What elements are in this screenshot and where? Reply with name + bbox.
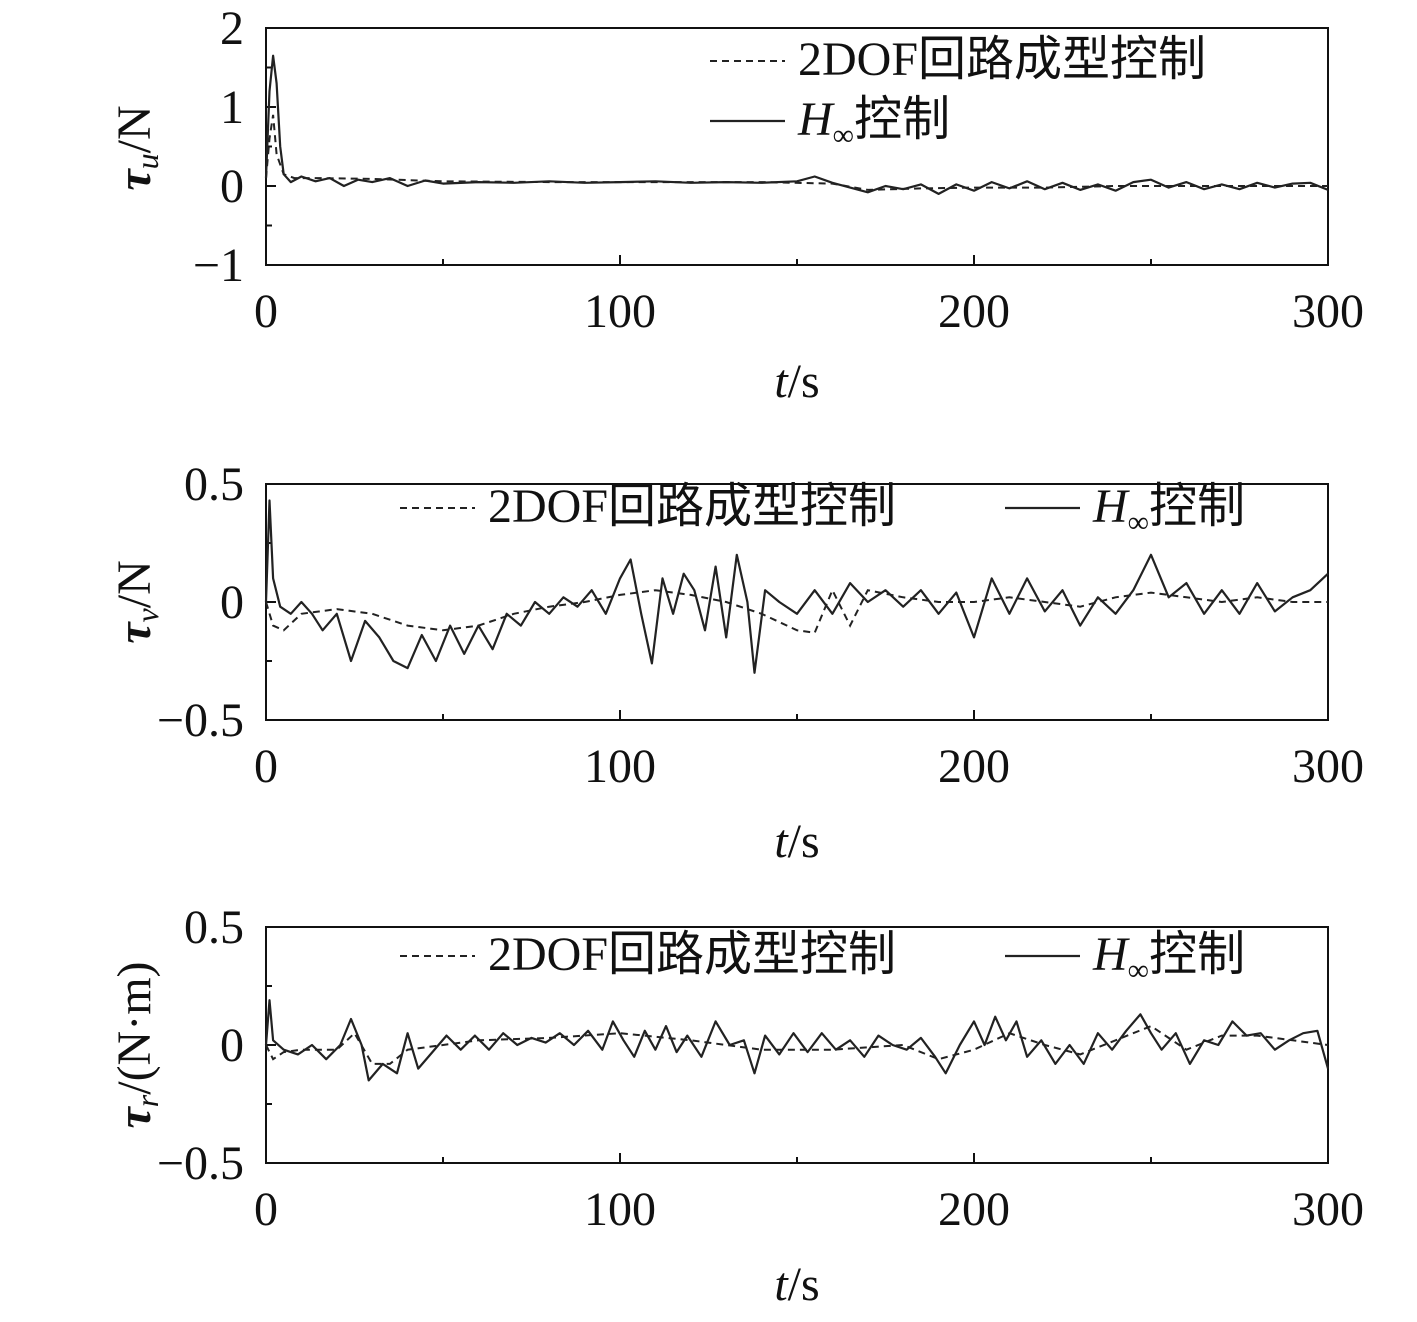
x-tick-label: 200 bbox=[938, 740, 1010, 793]
series-line-hinf bbox=[264, 54, 1329, 195]
x-tick-label: 100 bbox=[584, 740, 656, 793]
x-axis-label: t/s bbox=[774, 1258, 819, 1311]
x-tick-label: 0 bbox=[254, 1183, 278, 1236]
y-tick-label: −0.5 bbox=[157, 1137, 244, 1190]
y-tick-label: −1 bbox=[193, 239, 244, 292]
x-tick-label: 200 bbox=[938, 285, 1010, 338]
legend-label-2dof: 2DOF回路成型控制 bbox=[488, 480, 896, 533]
y-tick-label: 1 bbox=[220, 81, 244, 134]
y-axis-label: τu/N bbox=[108, 105, 165, 190]
legend: 2DOF回路成型控制 H∞控制 bbox=[710, 33, 1206, 152]
x-tick-label: 0 bbox=[254, 285, 278, 338]
y-axis-label: τv/N bbox=[108, 560, 165, 644]
legend-label-2dof: 2DOF回路成型控制 bbox=[488, 928, 896, 981]
x-tick-label: 200 bbox=[938, 1183, 1010, 1236]
x-tick-label: 300 bbox=[1292, 740, 1364, 793]
series-line-2dof bbox=[265, 1024, 1329, 1065]
series-line-hinf bbox=[264, 999, 1330, 1082]
y-tick-label: −0.5 bbox=[157, 694, 244, 747]
x-tick-label: 300 bbox=[1292, 285, 1364, 338]
x-tick-label: 0 bbox=[254, 740, 278, 793]
y-tick-label: 0 bbox=[220, 1019, 244, 1072]
y-axis-label: τr/(N·m) bbox=[108, 961, 165, 1128]
y-tick-label: 0.5 bbox=[184, 901, 244, 954]
x-tick-label: 100 bbox=[584, 1183, 656, 1236]
x-tick-label: 100 bbox=[584, 285, 656, 338]
series-line-2dof bbox=[265, 114, 1328, 191]
series-line-hinf bbox=[264, 499, 1329, 674]
x-axis-label: t/s bbox=[774, 815, 819, 868]
legend: 2DOF回路成型控制 H∞控制 bbox=[400, 480, 1245, 539]
legend-label-hinf: H∞控制 bbox=[1092, 480, 1245, 539]
legend-label-hinf: H∞控制 bbox=[797, 93, 950, 152]
y-tick-label: 0 bbox=[220, 160, 244, 213]
y-tick-label: 0 bbox=[220, 576, 244, 629]
legend: 2DOF回路成型控制 H∞控制 bbox=[400, 928, 1245, 987]
y-tick-label: 0.5 bbox=[184, 458, 244, 511]
series-line-2dof bbox=[265, 587, 1328, 634]
x-axis-label: t/s bbox=[774, 355, 819, 408]
legend-label-hinf: H∞控制 bbox=[1092, 928, 1245, 987]
legend-label-2dof: 2DOF回路成型控制 bbox=[798, 33, 1206, 86]
x-tick-label: 300 bbox=[1292, 1183, 1364, 1236]
y-tick-label: 2 bbox=[220, 2, 244, 55]
